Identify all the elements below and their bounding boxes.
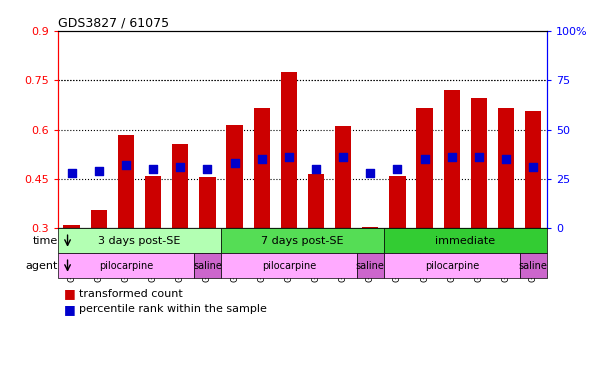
Bar bbox=[118, 134, 134, 228]
Bar bbox=[64, 225, 80, 228]
Bar bbox=[254, 108, 270, 228]
Point bbox=[393, 166, 403, 172]
Bar bbox=[227, 125, 243, 228]
Text: percentile rank within the sample: percentile rank within the sample bbox=[79, 304, 267, 314]
Text: 7 days post-SE: 7 days post-SE bbox=[261, 236, 344, 246]
Bar bbox=[194, 253, 221, 278]
Point bbox=[420, 156, 430, 162]
Bar bbox=[362, 227, 378, 228]
Point bbox=[284, 154, 294, 161]
Text: pilocarpine: pilocarpine bbox=[262, 261, 316, 271]
Point bbox=[175, 164, 185, 170]
Text: ■: ■ bbox=[64, 303, 80, 316]
Point bbox=[148, 166, 158, 172]
Point bbox=[230, 160, 240, 166]
Text: agent: agent bbox=[26, 261, 58, 271]
Bar bbox=[280, 72, 297, 228]
Bar bbox=[520, 253, 547, 278]
Text: immediate: immediate bbox=[435, 236, 496, 246]
Text: saline: saline bbox=[356, 261, 385, 271]
Point bbox=[529, 164, 538, 170]
Text: transformed count: transformed count bbox=[79, 289, 183, 299]
Text: saline: saline bbox=[193, 261, 222, 271]
Point bbox=[338, 154, 348, 161]
Bar bbox=[58, 228, 221, 253]
Point bbox=[257, 156, 266, 162]
Point bbox=[121, 162, 131, 168]
Text: 3 days post-SE: 3 days post-SE bbox=[98, 236, 181, 246]
Text: pilocarpine: pilocarpine bbox=[425, 261, 479, 271]
Point bbox=[202, 166, 212, 172]
Bar bbox=[384, 253, 520, 278]
Point bbox=[474, 154, 484, 161]
Point bbox=[311, 166, 321, 172]
Bar bbox=[221, 228, 384, 253]
Bar bbox=[498, 108, 514, 228]
Point bbox=[67, 170, 76, 176]
Bar bbox=[90, 210, 107, 228]
Point bbox=[501, 156, 511, 162]
Point bbox=[94, 168, 104, 174]
Text: saline: saline bbox=[519, 261, 547, 271]
Text: pilocarpine: pilocarpine bbox=[99, 261, 153, 271]
Bar bbox=[444, 90, 460, 228]
Text: ■: ■ bbox=[64, 287, 80, 300]
Bar bbox=[172, 144, 188, 228]
Bar bbox=[389, 176, 406, 228]
Bar bbox=[384, 228, 547, 253]
Bar bbox=[357, 253, 384, 278]
Text: time: time bbox=[33, 236, 58, 246]
Bar bbox=[471, 98, 487, 228]
Bar bbox=[58, 253, 194, 278]
Point bbox=[447, 154, 456, 161]
Bar bbox=[199, 177, 216, 228]
Bar bbox=[335, 126, 351, 228]
Text: GDS3827 / 61075: GDS3827 / 61075 bbox=[58, 17, 169, 30]
Bar bbox=[525, 111, 541, 228]
Bar bbox=[308, 174, 324, 228]
Bar bbox=[417, 108, 433, 228]
Bar bbox=[145, 176, 161, 228]
Point bbox=[365, 170, 375, 176]
Bar bbox=[221, 253, 357, 278]
